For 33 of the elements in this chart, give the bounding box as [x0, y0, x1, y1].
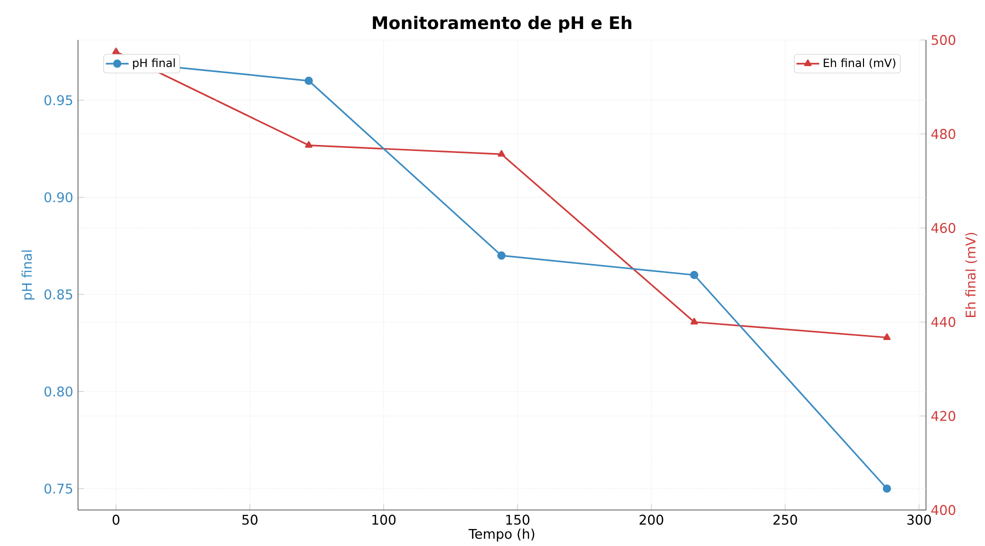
point: [882, 484, 892, 493]
x-tick-label: 300: [907, 514, 931, 525]
point: [112, 48, 120, 54]
chart-title: Monitoramento de pH e Eh: [372, 16, 632, 33]
point: [883, 333, 891, 340]
y2-tick-label: 440: [931, 316, 956, 328]
y2-tick-label: 420: [931, 410, 956, 422]
point: [690, 270, 698, 280]
point: [498, 150, 506, 157]
y2-tick-label: 460: [931, 222, 956, 234]
x-tick-label: 0: [112, 514, 120, 525]
x-axis-title: Tempo (h): [468, 528, 534, 542]
y-tick-label: 0.75: [44, 484, 72, 494]
y-tick-label: 0.80: [44, 386, 72, 397]
y2-axis-title: Eh final (mV): [965, 232, 978, 317]
point: [497, 251, 506, 260]
y2-tick-label: 500: [932, 34, 956, 46]
x-tick-label: 200: [640, 514, 664, 525]
y2-tick-label: 480: [931, 128, 956, 140]
point: [690, 318, 698, 324]
y-tick-label: 0.85: [44, 289, 72, 300]
y-axis-title: pH final: [22, 250, 34, 300]
x-tick-label: 150: [506, 514, 530, 525]
x-tick-label: 250: [773, 514, 798, 525]
legend-label: Eh final (mV): [824, 58, 896, 68]
x-tick-label: 50: [242, 514, 258, 525]
y-tick-label: 0.90: [44, 192, 72, 202]
legend-label: pH final: [133, 58, 175, 70]
point: [304, 76, 313, 85]
y2-tick-label: 400: [931, 504, 956, 516]
point: [305, 141, 312, 148]
y-tick-label: 0.95: [44, 95, 72, 106]
x-tick-label: 100: [372, 514, 396, 525]
